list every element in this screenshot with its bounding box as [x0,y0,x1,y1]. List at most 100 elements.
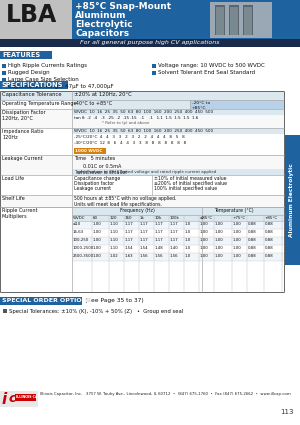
Text: 1.0: 1.0 [185,238,191,242]
Text: -20°C to
+85°C: -20°C to +85°C [192,101,210,110]
Text: Typical values at 85°C, rated voltage and rated ripple current applied: Typical values at 85°C, rated voltage an… [74,170,216,174]
Text: 1000-2500: 1000-2500 [73,246,94,250]
Bar [72,215,284,221]
Text: Capacitance change: Capacitance change [74,176,120,181]
Text: Aluminum Electrolytic: Aluminum Electrolytic [290,163,295,237]
Text: 1.17: 1.17 [155,222,164,226]
Text: tan δ  .2  .4   .3  .25  .2  .15 .15   .1    .1   1.1  1.5  1.5  1.5  1.6: tan δ .2 .4 .3 .25 .2 .15 .15 .1 .1 1.1 … [74,116,198,120]
Text: 1.17: 1.17 [125,222,134,226]
Text: Illinois Capacitor, Inc.   3757 W. Touhy Ave., Lincolnwood, IL 60712  •  (847) 6: Illinois Capacitor, Inc. 3757 W. Touhy A… [40,392,291,396]
Text: Capacitance Range: 47µF to 47,000µF: Capacitance Range: 47µF to 47,000µF [8,84,114,89]
Text: 1.17: 1.17 [140,230,149,234]
Text: Large Case Size Selection: Large Case Size Selection [8,77,79,82]
Text: 1.17: 1.17 [170,222,179,226]
Text: 0.88: 0.88 [248,254,257,258]
Text: 1.17: 1.17 [140,222,149,226]
Text: Load Life: Load Life [2,176,24,181]
Text: 1.0: 1.0 [185,246,191,250]
Text: 1.10: 1.10 [110,222,119,226]
Bar [0,128,284,155]
Bar [0,100,284,109]
Text: ≤85°C: ≤85°C [200,216,213,220]
Text: 1.00: 1.00 [233,246,242,250]
Bar [2,78,6,82]
Bar [0,91,284,100]
Text: 1.00: 1.00 [233,230,242,234]
Text: 1.48: 1.48 [155,246,164,250]
Bar [74,148,106,154]
Bar [15,394,36,401]
Text: 0.88: 0.88 [265,238,274,242]
Text: WVDC: WVDC [73,216,85,220]
Text: 1.17: 1.17 [125,238,134,242]
Text: 1.00: 1.00 [200,246,209,250]
Text: 1.00: 1.00 [215,254,224,258]
Text: 1.17: 1.17 [155,238,164,242]
Text: 1.56: 1.56 [155,254,164,258]
Text: 1.10: 1.10 [110,246,119,250]
Text: 360: 360 [125,216,133,220]
Bar [0,0,300,40]
Text: SPECIAL ORDER OPTIONS: SPECIAL ORDER OPTIONS [2,298,91,303]
Text: +85°C: +85°C [265,216,278,220]
Text: 1.10: 1.10 [110,230,119,234]
Text: +75°C: +75°C [233,216,246,220]
Text: 1.00: 1.00 [200,222,209,226]
Text: 1.00: 1.00 [233,238,242,242]
Text: 1.0: 1.0 [185,230,191,234]
Bar [215,5,225,35]
Bar [2,64,6,68]
Text: 120: 120 [110,216,118,220]
Text: 1.00: 1.00 [215,238,224,242]
Text: -40°C to +85°C: -40°C to +85°C [74,101,112,106]
Bar [72,253,284,261]
Bar [0,155,284,175]
Text: Operating Temperature Range: Operating Temperature Range [2,101,76,106]
Text: Impedance Ratio
120Hz: Impedance Ratio 120Hz [2,129,44,140]
Text: Time   5 minutes: Time 5 minutes [74,156,115,161]
Bar [0,391,38,407]
Text: 1.00: 1.00 [233,222,242,226]
Bar [0,175,284,195]
Bar [0,39,300,47]
Text: 2500-3500: 2500-3500 [73,254,94,258]
Text: (See Page 35 to 37): (See Page 35 to 37) [85,298,144,303]
Text: Capacitors: Capacitors [75,29,129,38]
Text: 1k: 1k [140,216,145,220]
Bar [0,0,72,40]
Bar [72,100,190,109]
Text: Units will meet load life specifications.: Units will meet load life specifications… [74,202,162,207]
Bar [243,5,253,35]
Bar [229,5,239,35]
Bar [0,195,284,207]
Text: i: i [2,392,7,407]
Text: 1.00: 1.00 [93,254,102,258]
Text: High Ripple Currents Ratings: High Ripple Currents Ratings [8,63,87,68]
Text: ILLINOIS CAPACITOR, INC.: ILLINOIS CAPACITOR, INC. [16,395,64,399]
Text: 0.88: 0.88 [265,230,274,234]
Bar [72,207,284,215]
Text: 1.00: 1.00 [200,254,209,258]
Bar [72,109,284,115]
Text: 500 hours at ±85°C with no voltage applied.: 500 hours at ±85°C with no voltage appli… [74,196,176,201]
Bar [72,0,300,40]
Text: For all general purpose high CV applications: For all general purpose high CV applicat… [80,40,220,45]
Text: Aluminum: Aluminum [75,11,127,20]
Text: 1.00: 1.00 [93,246,102,250]
Text: 60: 60 [93,216,98,220]
Text: whichever is smaller: whichever is smaller [77,170,127,175]
Bar [210,2,272,38]
Text: Capacitance Tolerance: Capacitance Tolerance [2,92,61,97]
Bar [190,100,284,109]
Text: Shelf Life: Shelf Life [2,196,25,201]
Bar [244,7,252,35]
Text: 1.00: 1.00 [200,238,209,242]
Text: 1.40: 1.40 [170,246,179,250]
Text: WVDC  10  16  25  35  50  63  80  100  160  200  250  400  450  500: WVDC 10 16 25 35 50 63 80 100 160 200 25… [74,110,213,114]
Bar [0,51,52,59]
Text: 0.88: 0.88 [248,238,257,242]
Text: 1.00: 1.00 [93,230,102,234]
Bar [230,7,238,35]
Text: Voltage range: 10 WVDC to 500 WVDC: Voltage range: 10 WVDC to 500 WVDC [158,63,265,68]
Text: 1.00: 1.00 [93,238,102,242]
